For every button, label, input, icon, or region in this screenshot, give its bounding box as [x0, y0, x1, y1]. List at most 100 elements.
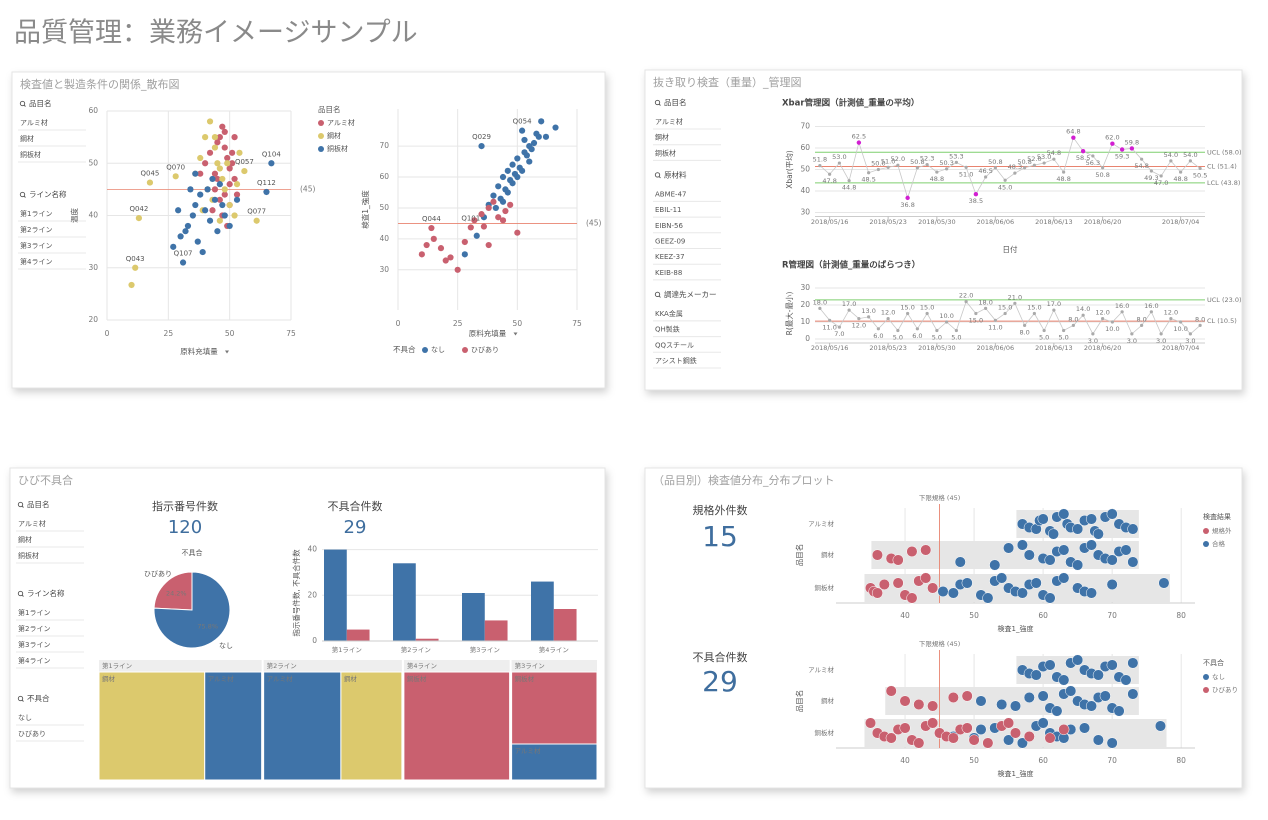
- value-label: 62.5: [852, 133, 866, 141]
- legend-title: 品目名: [318, 104, 341, 114]
- point: [818, 164, 822, 168]
- point: [530, 139, 538, 147]
- value-label: 50.8: [1017, 158, 1031, 166]
- point: [226, 165, 233, 172]
- search-icon: [23, 195, 26, 198]
- y-tick-label: 20: [88, 315, 98, 324]
- panel-title: 検査値と製造条件の関係_散布図: [20, 77, 180, 91]
- point: [1078, 722, 1091, 734]
- point: [1127, 657, 1139, 669]
- filter-header: 品目名: [664, 97, 687, 107]
- value-label: 10.0: [1105, 325, 1119, 333]
- y-tick-label: 鋼材: [821, 696, 835, 705]
- point: [837, 325, 841, 329]
- point: [182, 228, 189, 235]
- legend-title: 不具合: [393, 344, 416, 354]
- point: [495, 214, 502, 221]
- point: [837, 161, 841, 165]
- point: [913, 737, 925, 749]
- y-tick-label: アルミ材: [808, 665, 834, 674]
- point: [906, 545, 918, 558]
- y-tick-label: 30: [88, 263, 98, 272]
- filter-item: 第4ライン: [20, 257, 52, 266]
- filter-item: EBIL-11: [655, 206, 682, 214]
- point: [1092, 528, 1104, 540]
- point: [1130, 332, 1134, 336]
- x-tick-label: 第4ライン: [539, 645, 569, 654]
- value-label: 48.8: [930, 175, 944, 183]
- value-label: 8.0: [1136, 315, 1146, 323]
- value-label: 22.0: [959, 292, 973, 300]
- series-line: [819, 136, 1201, 200]
- x-tick-label: 2018/05/30: [918, 218, 955, 226]
- x-tick-label: 50: [969, 756, 979, 765]
- point: [876, 327, 880, 331]
- point: [521, 136, 528, 144]
- point: [878, 578, 890, 591]
- point: [1042, 161, 1046, 165]
- point: [202, 207, 209, 214]
- value-label: 12.0: [1164, 309, 1178, 317]
- value-label: 50.3: [939, 159, 953, 167]
- bar: [553, 609, 577, 641]
- point: [1037, 513, 1049, 525]
- value-label: 6.0: [873, 332, 883, 340]
- y-tick-label: 30: [800, 208, 810, 217]
- x-axis-label: 原料充填量: [180, 346, 218, 356]
- x-tick-label: 50: [225, 329, 235, 338]
- point: [542, 133, 550, 140]
- kpi-label: 不具合件数: [328, 499, 383, 513]
- point: [1179, 320, 1183, 324]
- point: [504, 167, 511, 174]
- filter-item: 第2ライン: [20, 225, 52, 234]
- point: [516, 164, 523, 171]
- reference-label: (45): [586, 218, 601, 227]
- point: [1149, 310, 1153, 314]
- point: [1085, 700, 1097, 712]
- point: [236, 149, 243, 156]
- point: [1009, 700, 1022, 712]
- point: [1037, 717, 1049, 729]
- kpi-label: 不具合件数: [693, 650, 748, 664]
- point: [172, 173, 179, 180]
- tile: [511, 743, 598, 781]
- point: [1081, 313, 1085, 317]
- value-label: 12.0: [881, 309, 895, 317]
- point-label: Q057: [235, 158, 254, 166]
- point: [818, 306, 822, 310]
- point: [197, 191, 204, 198]
- point: [197, 154, 204, 162]
- x-tick-label: 40: [900, 611, 910, 620]
- point: [1051, 705, 1063, 717]
- tile: [204, 671, 263, 781]
- value-label: 47.0: [1154, 179, 1168, 187]
- tile-label: 銅板材: [515, 674, 535, 683]
- value-label: 8.0: [1019, 328, 1029, 336]
- chart-title: Xbar管理図（計測値_重量の平均）: [782, 98, 919, 109]
- y-tick-label: 20: [307, 590, 317, 599]
- point: [219, 123, 226, 130]
- point: [187, 186, 194, 193]
- point: [1106, 578, 1118, 591]
- group-label: 第2ライン: [267, 661, 297, 670]
- point: [1071, 323, 1075, 327]
- group-header: [263, 660, 402, 672]
- point: [128, 281, 135, 289]
- point: [964, 165, 968, 169]
- filter-item: 第3ライン: [18, 640, 50, 649]
- point: [132, 264, 139, 271]
- point: [1127, 688, 1139, 700]
- filter-item: 銅板材: [18, 551, 39, 560]
- value-label: 10.0: [939, 312, 953, 320]
- point: [1101, 166, 1105, 170]
- point: [502, 186, 509, 193]
- point: [189, 212, 196, 219]
- point: [947, 587, 959, 599]
- point: [423, 241, 430, 249]
- point: [219, 201, 226, 209]
- point-label: Q070: [166, 163, 185, 171]
- point-label: Q112: [257, 179, 276, 187]
- value-label: 49.3: [1144, 174, 1158, 182]
- panel: [644, 69, 1243, 391]
- point: [1058, 723, 1070, 736]
